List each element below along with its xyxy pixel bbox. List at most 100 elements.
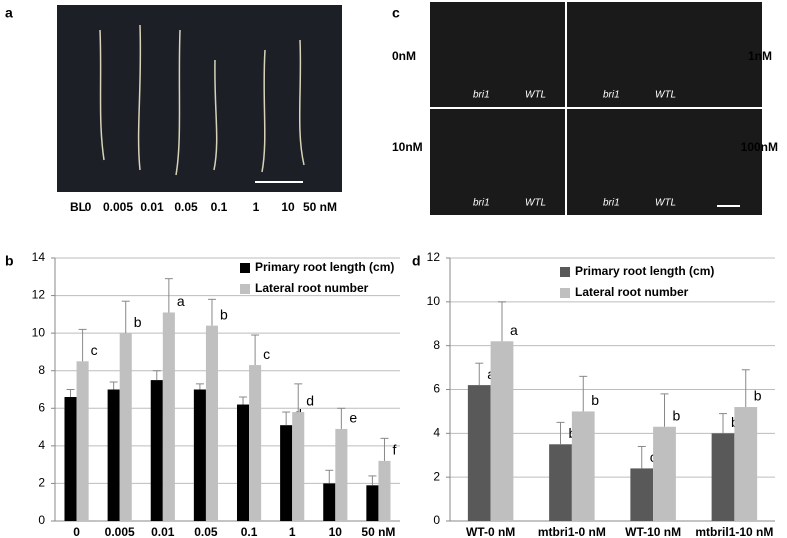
genotype-label: WTL: [655, 90, 676, 101]
bar: [236, 404, 250, 521]
conc-label: 1nM: [748, 49, 772, 63]
bar: [107, 389, 120, 521]
bar: [490, 341, 514, 521]
panel-label: c: [392, 5, 400, 21]
genotype-label: WTL: [525, 90, 546, 101]
significance-letter: f: [392, 442, 396, 458]
legend-swatch: [240, 263, 250, 273]
y-tick-label: 10: [427, 294, 441, 308]
photo-a: [57, 5, 342, 192]
significance-letter: b: [591, 392, 599, 408]
significance-letter: c: [263, 346, 270, 362]
genotype-label: bri1: [473, 90, 490, 101]
legend-swatch: [560, 267, 570, 277]
genotype-label: WTL: [525, 198, 546, 209]
bar: [292, 412, 305, 521]
y-tick-label: 0: [38, 513, 45, 527]
x-tick-label: mtbri1-0 nM: [538, 525, 606, 538]
x-tick-label: WT-0 nM: [466, 525, 515, 538]
x-tick-label: mtbril1-10 nM: [695, 525, 773, 538]
bar: [205, 325, 219, 521]
bar: [249, 365, 262, 521]
x-tick-label: 10: [329, 525, 343, 538]
significance-letter: e: [349, 410, 357, 426]
bar: [549, 444, 572, 521]
x-tick-label: WT-10 nM: [625, 525, 681, 538]
panel-label: b: [5, 253, 14, 269]
dose-label: 0.05: [174, 200, 198, 214]
x-tick-label: 0: [73, 525, 80, 538]
bar: [653, 426, 676, 521]
significance-letter: a: [510, 322, 518, 338]
dose-label: 0: [85, 200, 92, 214]
y-tick-label: 14: [32, 250, 46, 264]
x-tick-label: 0.05: [194, 525, 218, 538]
dose-label: 10: [281, 200, 295, 214]
significance-letter: d: [306, 393, 314, 409]
bar: [193, 389, 206, 521]
significance-letter: c: [91, 342, 98, 358]
conc-label: 100nM: [741, 140, 778, 154]
y-tick-label: 6: [433, 382, 440, 396]
significance-letter: b: [673, 407, 681, 423]
genotype-label: bri1: [603, 90, 620, 101]
legend-swatch: [560, 288, 570, 298]
dose-label: 1: [253, 200, 260, 214]
y-tick-label: 4: [433, 426, 440, 440]
conc-label: 0nM: [392, 49, 416, 63]
bar: [119, 333, 132, 521]
legend-swatch: [240, 284, 250, 294]
bar: [467, 385, 491, 521]
dose-label: 0.005: [103, 200, 133, 214]
dose-label: 50 nM: [303, 200, 337, 214]
dose-labels: 0 0.005 0.01 0.05 0.1 1 10 50 nM: [85, 200, 337, 214]
x-tick-label: 0.01: [151, 525, 175, 538]
significance-letter: a: [177, 293, 185, 309]
y-tick-label: 2: [433, 469, 440, 483]
bar: [711, 433, 735, 521]
legend-label: Lateral root number: [575, 285, 689, 299]
legend-label: Primary root length (cm): [575, 264, 714, 278]
panel-label: a: [5, 5, 13, 21]
bar: [366, 485, 379, 521]
y-tick-label: 0: [433, 513, 440, 527]
y-tick-label: 12: [427, 250, 441, 264]
genotype-label: bri1: [473, 198, 490, 209]
bar: [162, 312, 175, 521]
x-tick-label: 50 nM: [361, 525, 395, 538]
seedlings-a: [99, 24, 305, 176]
bar: [280, 425, 293, 521]
photo-label: BL: [70, 200, 86, 214]
bar: [335, 428, 348, 521]
bar: [76, 361, 89, 521]
bar: [378, 460, 391, 521]
y-tick-label: 4: [38, 438, 45, 452]
panel-label: d: [412, 253, 421, 269]
bar: [571, 411, 595, 521]
bar: [64, 397, 77, 521]
x-tick-label: 1: [289, 525, 296, 538]
significance-letter: b: [220, 306, 228, 322]
significance-letter: b: [754, 388, 762, 404]
legend-label: Lateral root number: [255, 281, 369, 295]
y-tick-label: 10: [32, 325, 46, 339]
legend-label: Primary root length (cm): [255, 260, 394, 274]
x-tick-label: 0.1: [241, 525, 258, 538]
significance-letter: b: [134, 314, 142, 330]
bar: [150, 380, 163, 521]
x-tick-label: 0.005: [105, 525, 135, 538]
bar: [323, 483, 336, 521]
bar: [630, 468, 654, 521]
dose-label: 0.1: [211, 200, 228, 214]
y-tick-label: 12: [32, 288, 46, 302]
conc-label: 10nM: [392, 140, 423, 154]
genotype-label: bri1: [603, 198, 620, 209]
y-tick-label: 2: [38, 476, 45, 490]
y-tick-label: 8: [433, 338, 440, 352]
y-tick-label: 6: [38, 400, 45, 414]
dose-label: 0.01: [140, 200, 164, 214]
bar: [734, 407, 758, 521]
y-tick-label: 8: [38, 363, 45, 377]
genotype-label: WTL: [655, 198, 676, 209]
